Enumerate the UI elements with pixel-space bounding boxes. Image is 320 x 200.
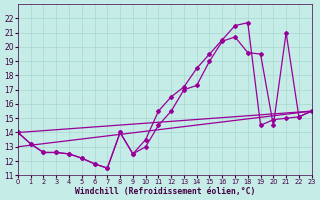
X-axis label: Windchill (Refroidissement éolien,°C): Windchill (Refroidissement éolien,°C) xyxy=(75,187,255,196)
